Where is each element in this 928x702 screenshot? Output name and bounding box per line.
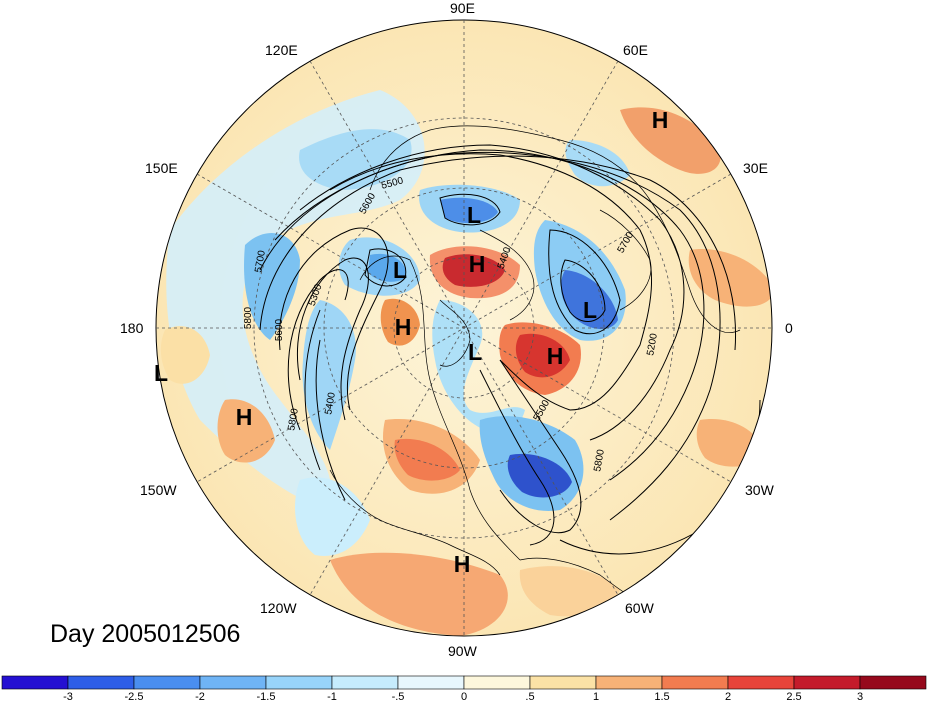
colorbar-tick-label: -1 xyxy=(327,691,337,702)
contour-label: 5600 xyxy=(274,318,285,341)
colorbar-swatch xyxy=(1,675,69,690)
lon-label-60w: 60W xyxy=(625,600,654,616)
pressure-center-h-mexico: H xyxy=(454,551,471,577)
contour-label: 5700 xyxy=(253,249,268,273)
colorbar-tick-label: -.5 xyxy=(392,691,405,702)
pressure-center-l-pole: L xyxy=(468,339,482,365)
lon-label-90e: 90E xyxy=(450,0,475,16)
colorbar-swatch xyxy=(529,675,597,690)
colorbar-tick-label: .5 xyxy=(525,691,534,702)
colorbar-tick-label: 2 xyxy=(725,691,731,702)
pressure-center-l-east-siberia: L xyxy=(393,257,407,283)
colorbar-tick-label: 1.5 xyxy=(654,691,669,702)
colorbar-swatch xyxy=(397,675,465,690)
pressure-center-l-pacific-edge: L xyxy=(154,360,168,386)
pressure-center-l-siberia: L xyxy=(467,202,481,228)
colorbar-swatch xyxy=(793,675,861,690)
contour-label: 5800 xyxy=(243,306,254,329)
lon-label-60e: 60E xyxy=(623,42,648,58)
colorbar-tick-label: 0 xyxy=(461,691,467,702)
pressure-center-l-europe: L xyxy=(583,297,597,323)
lon-label-150e: 150E xyxy=(145,160,178,176)
colorbar-tick-label: -3 xyxy=(63,691,73,702)
lon-label-30w: 30W xyxy=(745,482,774,498)
lon-label-120w: 120W xyxy=(260,600,297,616)
colorbar-swatch xyxy=(331,675,399,690)
colorbar-swatch xyxy=(199,675,267,690)
colorbar-swatch xyxy=(661,675,729,690)
lon-label-30e: 30E xyxy=(743,160,768,176)
colorbar-swatch xyxy=(859,675,927,690)
contour-label: 5800 xyxy=(592,448,607,472)
colorbar-swatch xyxy=(67,675,135,690)
contour-label: 5800 xyxy=(286,407,301,431)
colorbar-swatch xyxy=(595,675,663,690)
colorbar-swatch xyxy=(133,675,201,690)
colorbar-tick-label: -2 xyxy=(195,691,205,702)
graticule xyxy=(156,20,772,636)
map-title: Day 2005012506 xyxy=(50,620,241,648)
colorbar-swatch xyxy=(265,675,333,690)
contour-label: 5200 xyxy=(645,332,660,356)
colorbar-swatch xyxy=(727,675,795,690)
pressure-center-h-greenland: H xyxy=(547,343,564,369)
pressure-center-h-pacific: H xyxy=(236,404,253,430)
height-contours xyxy=(259,144,761,555)
lon-label-180: 180 xyxy=(120,320,144,336)
lon-label-0: 0 xyxy=(785,320,793,336)
contour-label: 5400 xyxy=(323,391,338,415)
colorbar-tick-label: -2.5 xyxy=(125,691,144,702)
pressure-center-h-alaska: H xyxy=(395,314,412,340)
pressure-center-h-arctic-north: H xyxy=(469,251,486,277)
lon-label-150w: 150W xyxy=(140,482,177,498)
pressure-center-h-scandinavia: H xyxy=(652,107,669,133)
lon-label-90w: 90W xyxy=(448,643,477,659)
colorbar-tick-label: -1.5 xyxy=(257,691,276,702)
colorbar-tick-label: 2.5 xyxy=(786,691,801,702)
colorbar: -3 -2.5 -2 -1.5 -1 -.5 0 .5 1 1.5 2 2.5 3 xyxy=(1,675,927,702)
lon-label-120e: 120E xyxy=(265,42,298,58)
colorbar-tick-label: 3 xyxy=(857,691,863,702)
colorbar-swatch xyxy=(463,675,531,690)
colorbar-tick-label: 1 xyxy=(593,691,599,702)
